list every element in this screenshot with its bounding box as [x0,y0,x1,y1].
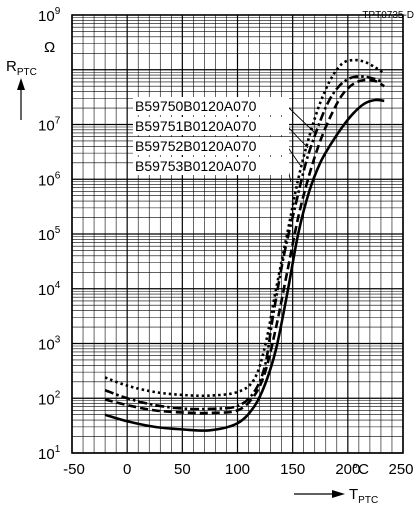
legend-label: B59751B0120A070 [135,118,257,134]
y-axis-subscript: PTC [17,67,37,78]
y-tick-labels: 101 102 103 104 105 106 107 109 [38,6,61,463]
y-tick-label: 107 [38,116,61,135]
y-tick-label: 109 [38,6,61,25]
legend-label: B59752B0120A070 [135,138,257,154]
y-tick-label: 105 [38,225,61,244]
x-axis-symbol: T [349,486,358,503]
grid [71,15,404,454]
x-axis-subscript: PTC [358,495,378,506]
plot-frame [71,14,404,454]
legend-label: B59753B0120A070 [135,158,257,174]
x-axis-unit: °C [352,461,369,478]
y-tick-label: 102 [38,389,61,408]
legend-leader-line [286,145,301,166]
x-tick-label: 50 [174,461,191,478]
series-line-3 [104,78,385,415]
y-tick-label: 106 [38,170,61,189]
series-line-2 [104,75,384,411]
y-tick-label: 104 [38,280,61,299]
legend: B59750B0120A070 B59751B0120A070 B59752B012… [133,97,289,175]
legend-leader-line [286,125,309,149]
legend-bg [133,157,289,175]
x-tick-label: 250 [388,461,413,478]
legend-label: B59750B0120A070 [135,98,257,114]
y-axis-arrow [17,78,25,120]
x-tick-label: 0 [123,461,131,478]
x-axis-arrow [294,490,345,498]
y-tick-label: 101 [38,444,61,463]
x-tick-label: 100 [225,461,250,478]
x-tick-label: 150 [280,461,305,478]
x-tick-label: -50 [63,461,85,478]
x-tick-labels: -50 0 50 100 150 200 250 [63,461,413,478]
y-axis-unit: Ω [44,39,55,56]
legend-bg [133,97,289,115]
x-tick-label: 200 [335,461,360,478]
series-line-4 [104,98,385,432]
legend-bg [133,117,289,135]
y-axis-symbol: R [6,58,17,75]
legend-bg [133,137,289,155]
curves [104,58,385,432]
y-axis-label: RPTC [6,58,37,78]
x-axis-label: TPTC [349,486,378,506]
legend-leader-line [286,105,316,134]
y-tick-label: 103 [38,335,61,354]
